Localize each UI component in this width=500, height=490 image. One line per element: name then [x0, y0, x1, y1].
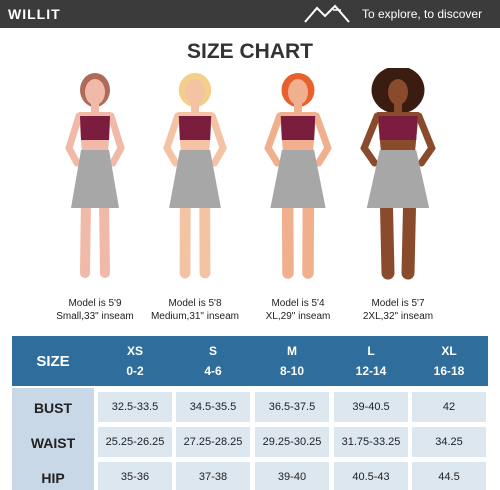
neck: [394, 102, 402, 112]
size-range: 8-10: [279, 364, 305, 378]
size-range: 16-18: [433, 364, 465, 378]
row-label-column: [12, 388, 94, 490]
neck: [91, 102, 99, 112]
neck: [191, 102, 199, 112]
model-height: Model is 5'9: [68, 297, 122, 309]
size-name: L: [367, 344, 375, 358]
table-cell: 34.5-35.5: [176, 392, 250, 422]
table-cell: 35-36: [98, 462, 172, 490]
size-name: XL: [441, 344, 457, 358]
model-height: Model is 5'4: [271, 297, 325, 309]
arms: [65, 112, 125, 167]
size-range: 4-6: [204, 364, 222, 378]
head: [388, 79, 408, 105]
model-info: Small,33" inseam: [56, 310, 134, 322]
table-cell: 25.25-26.25: [98, 427, 172, 457]
model-height: Model is 5'7: [371, 297, 425, 309]
legs: [379, 191, 417, 280]
top: [280, 116, 316, 140]
table-cell: 34.25: [412, 427, 486, 457]
neck: [294, 102, 302, 112]
size-name: XS: [126, 344, 143, 358]
table-cell: 31.75-33.25: [334, 427, 408, 457]
table-cell: 29.25-30.25: [255, 427, 329, 457]
table-cell: 36.5-37.5: [255, 392, 329, 422]
arms: [360, 112, 436, 167]
table-cell: 44.5: [412, 462, 486, 490]
legs: [179, 192, 211, 279]
title: SIZE CHART: [187, 40, 313, 63]
size-label: SIZE: [36, 352, 70, 370]
table-cell: 39-40.5: [334, 392, 408, 422]
skirt: [169, 150, 221, 208]
mountain-line: [304, 4, 350, 23]
size-name: S: [208, 344, 217, 358]
skirt: [71, 150, 119, 208]
table-cell: 42: [412, 392, 486, 422]
table-cell: 39-40: [255, 462, 329, 490]
top: [378, 116, 418, 140]
table-cell: 32.5-33.5: [98, 392, 172, 422]
brand: WILLIT: [8, 6, 61, 22]
head: [288, 79, 308, 105]
skirt: [366, 150, 430, 208]
table-header: [12, 336, 488, 386]
size-name: M: [287, 344, 297, 358]
row-label: BUST: [33, 400, 73, 416]
legs: [281, 192, 315, 279]
arms: [264, 112, 332, 167]
size-range: 0-2: [126, 364, 144, 378]
model-info: 2XL,32" inseam: [362, 310, 434, 322]
top: [80, 116, 110, 140]
tagline: To explore, to discover: [362, 7, 483, 21]
table-cell: 27.25-28.25: [176, 427, 250, 457]
mountain-icon: [304, 4, 350, 23]
table-cell: 40.5-43: [334, 462, 408, 490]
head: [185, 79, 205, 105]
row-label: WAIST: [30, 435, 76, 451]
top: [178, 116, 212, 140]
model-info: Medium,31" inseam: [150, 310, 240, 322]
row-label: HIP: [41, 470, 65, 486]
model-info: XL,29" inseam: [265, 310, 331, 322]
top-bar: [0, 0, 500, 28]
legs: [80, 193, 110, 278]
models-illustration: [65, 68, 436, 280]
arms: [163, 112, 227, 167]
skirt: [270, 150, 326, 208]
model-height: Model is 5'8: [168, 297, 222, 309]
head: [85, 79, 105, 105]
table-cell: 37-38: [176, 462, 250, 490]
size-range: 12-14: [355, 364, 387, 378]
